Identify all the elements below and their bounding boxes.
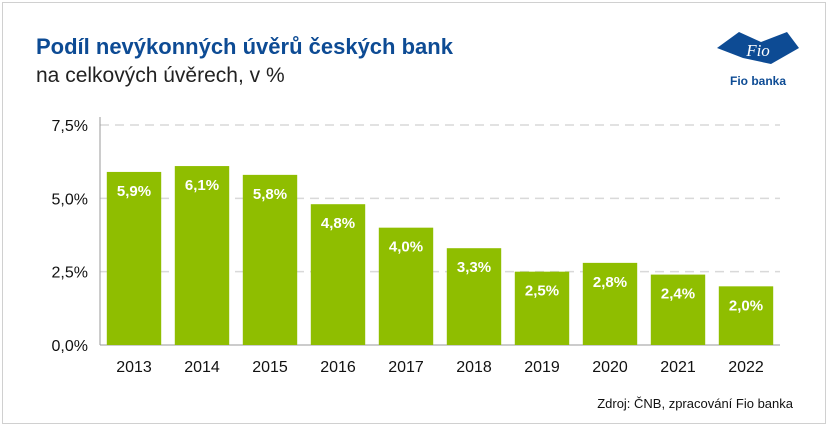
bar: [174, 166, 230, 345]
x-tick-label: 2021: [660, 359, 696, 376]
bar-value-label: 4,0%: [389, 239, 423, 256]
x-tick-label: 2019: [524, 359, 560, 376]
bar-value-label: 2,8%: [593, 274, 627, 291]
bar: [582, 262, 638, 345]
bar: [514, 271, 570, 345]
x-tick-label: 2013: [116, 359, 152, 376]
bar: [106, 171, 162, 345]
bar: [718, 286, 774, 345]
logo-mark-text: Fio: [745, 41, 770, 60]
bar-value-label: 3,3%: [457, 259, 491, 276]
y-tick-label: 7,5%: [52, 118, 88, 135]
x-tick-label: 2017: [388, 359, 424, 376]
bar-value-label: 5,9%: [117, 183, 151, 200]
bar: [446, 248, 502, 345]
bar-value-label: 6,1%: [185, 177, 219, 194]
chart-subtitle: na celkových úvěrech, v %: [36, 64, 285, 87]
x-tick-label: 2022: [728, 359, 764, 376]
logo-name: Fio banka: [729, 74, 786, 88]
bar: [650, 274, 706, 345]
fio-logo-icon: Fio: [717, 32, 799, 64]
bar-value-label: 5,8%: [253, 186, 287, 203]
x-tick-label: 2018: [456, 359, 492, 376]
x-tick-label: 2014: [184, 359, 220, 376]
bar: [310, 204, 366, 345]
chart-title: Podíl nevýkonných úvěrů českých bank: [36, 34, 453, 59]
bar-value-label: 2,5%: [525, 283, 559, 300]
bar: [378, 227, 434, 345]
y-tick-label: 2,5%: [52, 265, 88, 282]
source-note: Zdroj: ČNB, zpracování Fio banka: [597, 396, 793, 411]
bar-value-label: 4,8%: [321, 215, 355, 232]
x-tick-label: 2016: [320, 359, 356, 376]
bar-value-label: 2,0%: [729, 297, 763, 314]
x-tick-label: 2020: [592, 359, 628, 376]
y-tick-label: 0,0%: [52, 338, 88, 355]
y-tick-label: 5,0%: [52, 191, 88, 208]
bar-value-label: 2,4%: [661, 286, 695, 303]
bar: [242, 174, 298, 345]
x-tick-label: 2015: [252, 359, 288, 376]
